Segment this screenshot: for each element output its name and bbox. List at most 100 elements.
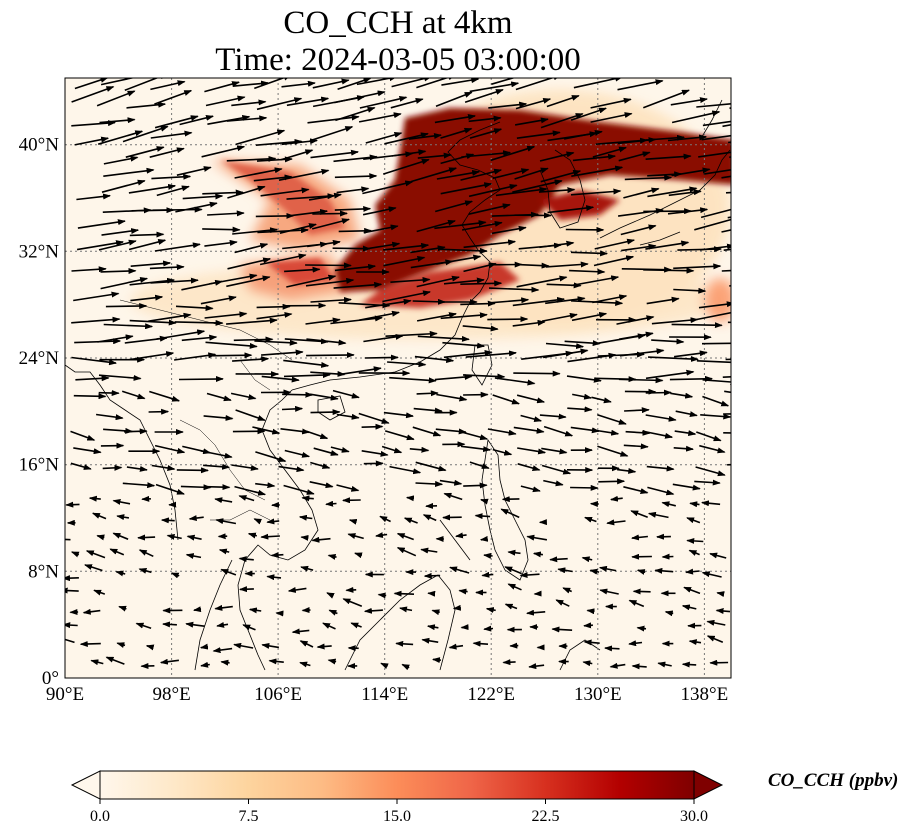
wind-vector <box>642 430 674 439</box>
wind-vector <box>149 390 181 402</box>
wind-vector <box>305 262 352 269</box>
wind-vector <box>330 446 350 453</box>
wind-vector <box>166 533 182 540</box>
wind-vector <box>88 495 101 502</box>
wind-vector <box>291 628 310 635</box>
wind-vector <box>73 447 102 455</box>
wind-vector <box>252 426 281 435</box>
wind-vector <box>334 263 377 272</box>
wind-vector <box>495 186 548 197</box>
wind-vector <box>103 155 139 165</box>
wind-vector <box>232 80 269 87</box>
wind-vector <box>696 102 731 108</box>
wind-vector <box>702 395 730 407</box>
wind-vector <box>312 210 348 217</box>
wind-vector <box>74 78 109 90</box>
wind-vector <box>362 206 397 216</box>
wind-vector <box>696 311 731 321</box>
wind-vector <box>248 607 262 614</box>
wind-vector <box>220 568 237 576</box>
wind-vector <box>73 291 120 302</box>
wind-vector <box>280 149 314 161</box>
wind-vector <box>541 447 568 455</box>
wind-vector <box>539 240 575 249</box>
wind-vector <box>307 114 360 124</box>
colorbar-tick-label: 30.0 <box>680 808 708 825</box>
wind-vector <box>254 78 292 90</box>
wind-vector <box>330 315 383 325</box>
wind-vector <box>97 334 134 343</box>
wind-vector <box>204 81 240 93</box>
wind-vector <box>599 588 619 595</box>
wind-vector <box>206 392 232 402</box>
wind-vector <box>702 120 731 127</box>
wind-vector <box>100 277 149 290</box>
wind-vector <box>647 186 698 198</box>
wind-vector <box>604 645 620 652</box>
wind-vector <box>583 639 600 646</box>
wind-vector <box>412 426 442 437</box>
wind-vector <box>667 134 708 142</box>
wind-vector <box>586 608 595 615</box>
wind-vector <box>126 101 167 109</box>
wind-vector <box>481 571 494 578</box>
colorbar-tick-label: 7.5 <box>239 808 259 825</box>
wind-vector <box>412 298 446 305</box>
wind-vector <box>334 173 378 180</box>
wind-vector <box>630 510 648 518</box>
wind-vector <box>393 590 415 597</box>
wind-vector <box>156 185 190 197</box>
wind-vector <box>389 465 422 475</box>
wind-vector <box>377 592 387 599</box>
wind-vector <box>328 609 338 616</box>
y-tick-labels: 0° 8°N 16°N 24°N 32°N 40°N <box>19 135 60 689</box>
wind-vector <box>401 663 410 671</box>
wind-vector <box>286 274 337 288</box>
wind-vector <box>77 219 126 229</box>
wind-vector <box>137 534 156 541</box>
wind-vector <box>646 465 675 472</box>
wind-vector <box>427 590 436 597</box>
wind-vector <box>309 126 354 142</box>
wind-vector <box>463 239 517 249</box>
wind-vector <box>581 556 593 563</box>
wind-vector <box>122 482 156 489</box>
wind-vector <box>338 227 373 234</box>
wind-vector <box>591 396 612 404</box>
wind-vector <box>541 312 578 322</box>
wind-vector <box>699 444 726 454</box>
wind-vector <box>84 564 103 572</box>
wind-vector <box>651 338 685 345</box>
wind-vector <box>619 331 654 340</box>
wind-vector <box>563 130 603 140</box>
y-tick-label: 40°N <box>19 135 60 156</box>
wind-vector <box>300 565 314 572</box>
wind-vector <box>234 167 283 179</box>
y-tick-label: 32°N <box>19 241 60 262</box>
wind-vector <box>469 461 490 469</box>
x-tick-label: 138°E <box>681 684 729 705</box>
wind-vector <box>257 227 309 234</box>
wind-vector <box>694 479 721 486</box>
wind-vector <box>283 372 331 379</box>
y-tick-label: 24°N <box>19 348 60 369</box>
wind-vector <box>310 149 359 159</box>
wind-vector <box>116 642 126 648</box>
wind-vector <box>124 428 148 435</box>
wind-vector <box>410 167 458 183</box>
wind-vector <box>145 644 155 651</box>
wind-vector <box>564 340 601 347</box>
wind-vector <box>547 205 595 214</box>
wind-vector <box>722 123 731 128</box>
wind-vector <box>284 449 311 458</box>
wind-vector <box>215 518 237 525</box>
wind-vector <box>543 479 564 487</box>
wind-vector <box>395 640 414 647</box>
wind-vector <box>185 621 205 628</box>
colorbar: 0.0 7.5 15.0 22.5 30.0 <box>70 770 724 825</box>
wind-vector <box>71 356 117 366</box>
wind-vector <box>239 586 254 593</box>
wind-vector <box>469 81 520 93</box>
wind-vector <box>65 587 79 594</box>
